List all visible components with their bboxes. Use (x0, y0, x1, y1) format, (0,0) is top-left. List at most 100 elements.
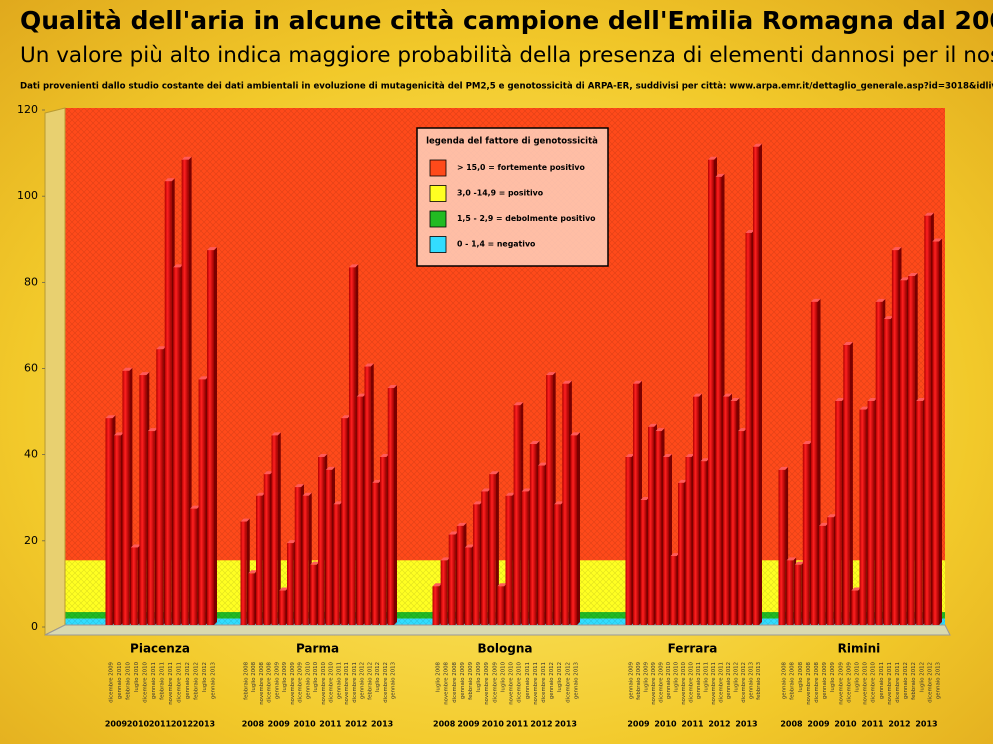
bar (318, 456, 325, 625)
bar-top (640, 497, 650, 501)
bar (715, 176, 722, 625)
bar (908, 276, 915, 625)
x-tick-label: luglio 2010 (500, 661, 506, 692)
bar-top (693, 393, 702, 397)
bar-top (164, 178, 175, 182)
bar-top (648, 423, 657, 427)
x-tick-label: luglio 2009 (282, 661, 288, 692)
x-tick-label: novembre 2009 (290, 661, 296, 704)
year-label: 2009 (268, 720, 291, 729)
bar (473, 504, 480, 625)
bar (448, 534, 456, 625)
legend-label: 3,0 -14,9 = positivo (457, 189, 544, 198)
x-tick-label: novembre 2010 (863, 661, 869, 704)
bar-top (685, 453, 695, 457)
bar-top (271, 432, 281, 436)
bar (633, 383, 639, 625)
bar-top (663, 453, 672, 457)
bar-top (256, 492, 266, 496)
legend-label: 0 - 1,4 = negativo (457, 240, 536, 249)
bar-top (356, 393, 366, 397)
bar-top (198, 376, 209, 380)
bar (256, 495, 263, 625)
x-tick-label: gennaio 2012 (726, 662, 732, 699)
bar-top (715, 173, 725, 177)
bar-top (908, 273, 918, 277)
x-tick-label: novembre 2010 (681, 661, 687, 704)
bar (932, 241, 939, 625)
bar-side (759, 143, 762, 625)
bar (333, 504, 340, 625)
x-tick-label: gennaio 2009 (822, 661, 828, 699)
bar (198, 379, 206, 625)
bar (891, 250, 899, 626)
x-tick-label: novembre 2009 (651, 661, 657, 704)
bar (164, 181, 172, 625)
year-label: 2009 (105, 720, 128, 729)
bar-top (380, 453, 390, 457)
x-tick-label: dicembre 2009 (109, 661, 115, 702)
bar-top (139, 372, 150, 376)
bar (279, 590, 286, 625)
legend-label: > 15,0 = fortemente positivo (457, 163, 585, 172)
bar-top (916, 397, 926, 401)
bar (341, 418, 348, 625)
bar-side (939, 238, 942, 625)
x-tick-label: novembre 2009 (838, 661, 844, 704)
bar (364, 366, 371, 625)
bar (113, 435, 121, 625)
bar-top (318, 453, 328, 457)
x-tick-label: febbraio 2011 (160, 662, 166, 700)
year-label: 2011 (861, 720, 884, 729)
bar (670, 556, 677, 625)
bar-top (745, 229, 755, 233)
bar (778, 469, 786, 625)
bar (240, 521, 247, 625)
x-tick-label: gennaio 2010 (305, 661, 311, 699)
bar-top (867, 397, 878, 401)
year-label: 2013 (915, 720, 937, 729)
bar-top (505, 492, 516, 496)
bar-top (333, 501, 343, 505)
bar-top (554, 501, 564, 505)
x-tick-label: gennaio 2010 (666, 661, 672, 699)
bar (851, 590, 858, 625)
bar-top (875, 298, 886, 302)
x-tick-label: novembre 2009 (484, 661, 490, 704)
x-tick-label: dicembre 2009 (492, 661, 498, 702)
year-label: 2010 (482, 720, 505, 729)
year-label: 2012 (171, 720, 193, 729)
x-tick-label: gennaio 2013 (748, 662, 754, 699)
bar-top (802, 441, 813, 445)
bar-top (364, 363, 374, 367)
bar-top (883, 316, 894, 320)
bar (325, 469, 332, 625)
bar (147, 431, 155, 625)
bar-top (448, 531, 459, 535)
year-label: 2009 (807, 720, 830, 729)
x-tick-label: febbraio 2013 (756, 662, 762, 700)
bar-top (489, 471, 499, 475)
bar-top (778, 466, 789, 470)
bar-top (678, 479, 687, 483)
x-tick-label: dicembre 2012 (565, 662, 571, 703)
x-tick-label: luglio 2012 (202, 662, 208, 692)
legend-label: 1,5 - 2,9 = debolmente positivo (457, 214, 596, 223)
bar-top (464, 544, 475, 548)
bar (802, 444, 810, 625)
bar (372, 482, 379, 625)
y-tick-label: 100 (17, 189, 38, 202)
bar-top (810, 298, 821, 302)
floor (44, 624, 951, 636)
x-tick-label: dicembre 2009 (658, 661, 664, 702)
x-tick-label: dicembre 2010 (871, 661, 877, 702)
x-tick-label: gennaio 2011 (151, 662, 157, 699)
year-label: 2013 (193, 720, 215, 729)
year-label: 2012 (888, 720, 910, 729)
x-tick-label: gennaio 2011 (525, 662, 531, 699)
bar (554, 504, 561, 625)
x-tick-label: febbraio 2012 (193, 662, 199, 700)
bar-top (794, 561, 805, 565)
bar-top (891, 247, 902, 251)
